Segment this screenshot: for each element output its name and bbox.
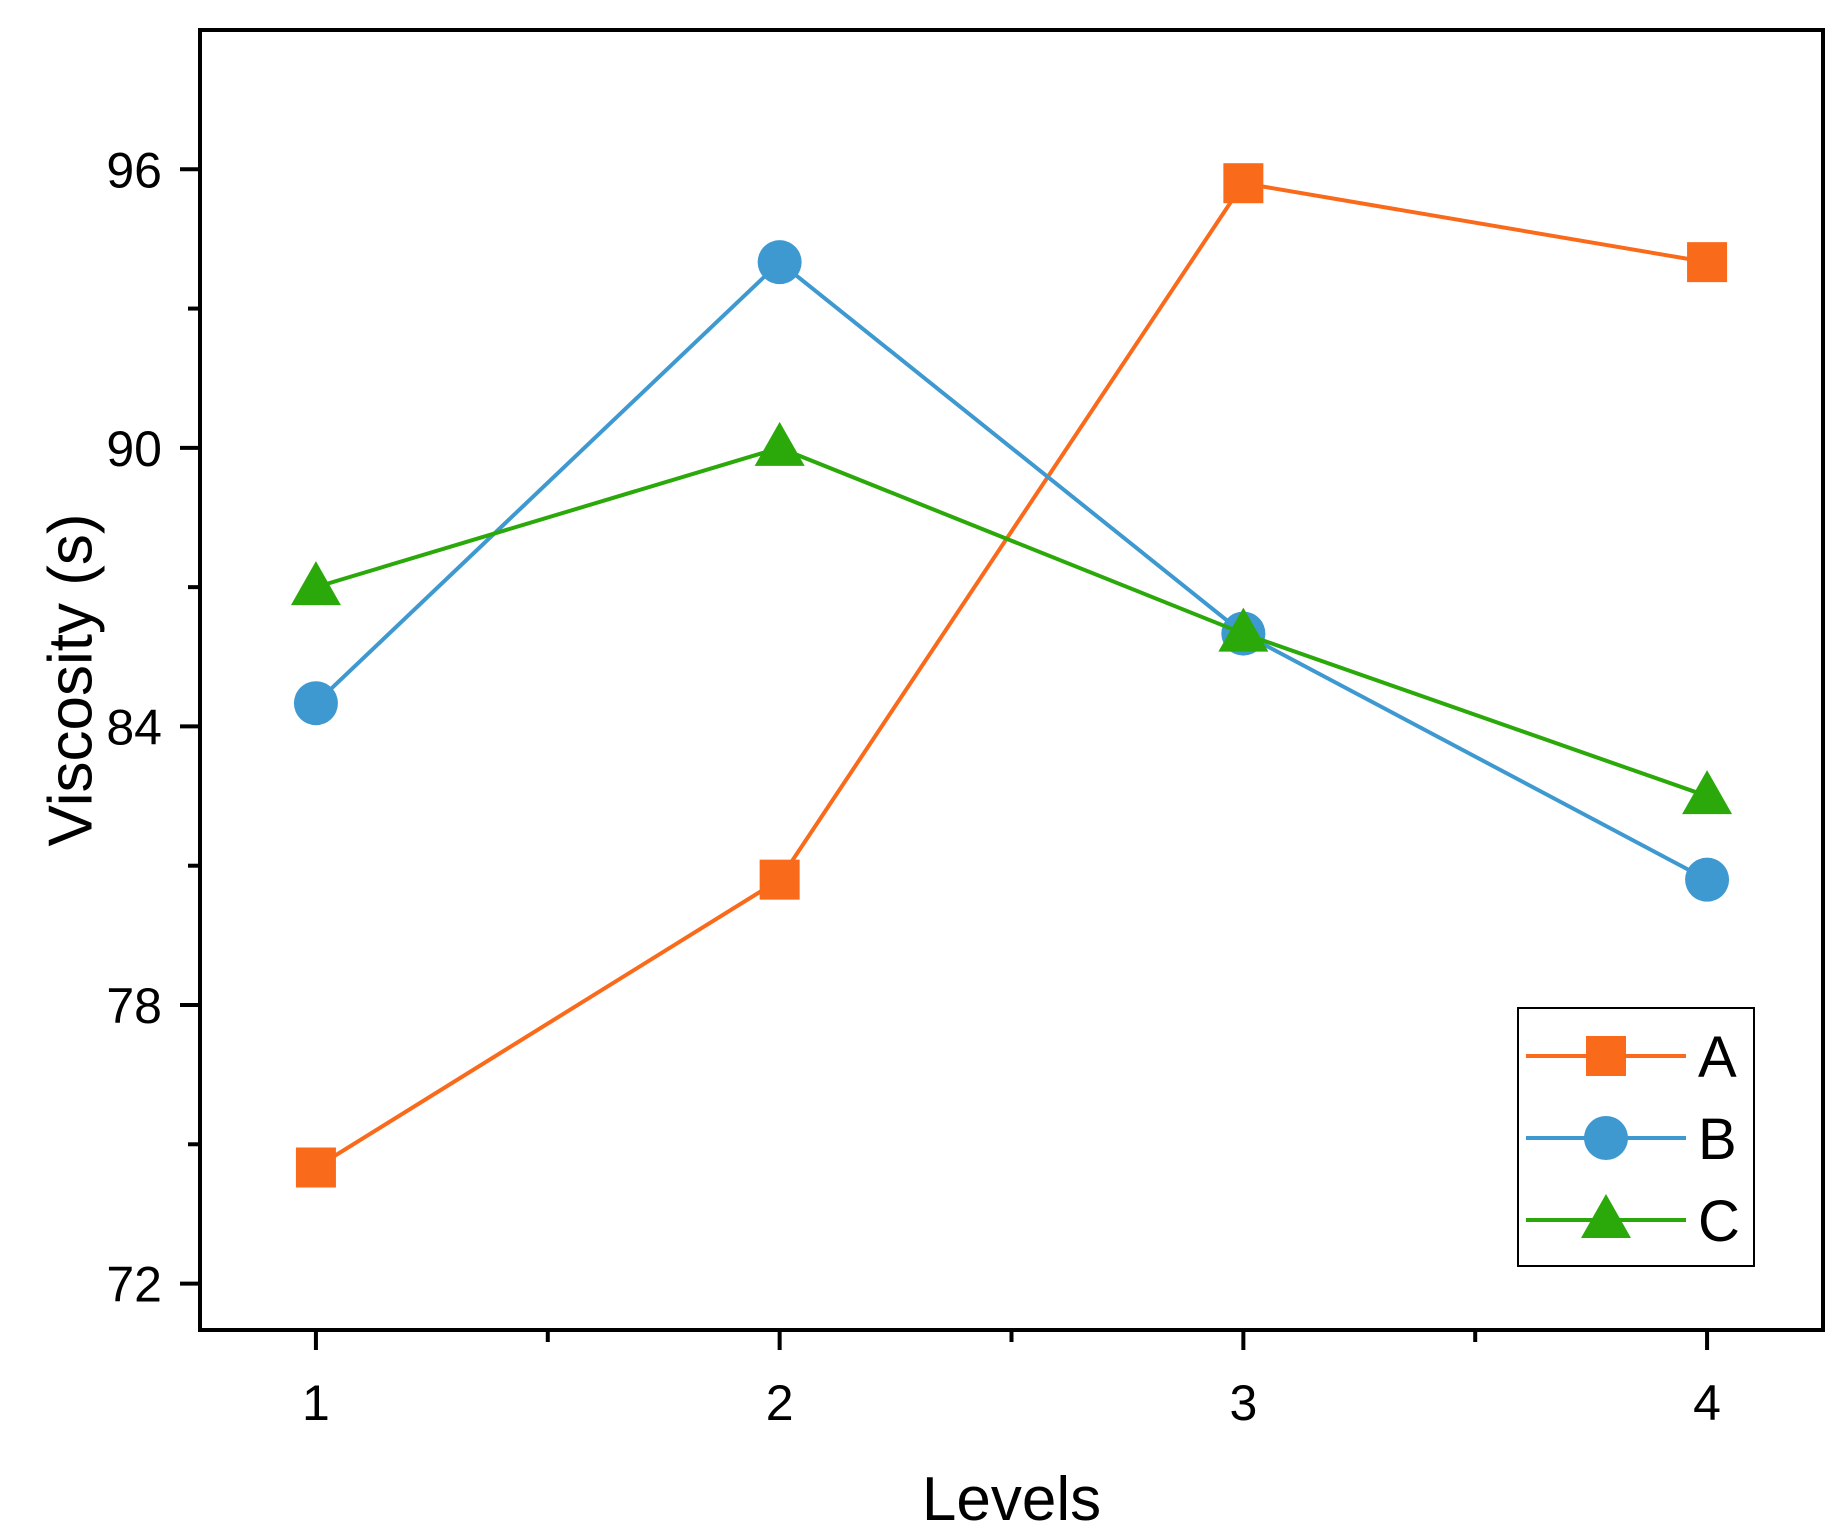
- data-point-C-3: [1218, 607, 1269, 652]
- data-point-B-4: [1685, 857, 1730, 902]
- data-point-C-1: [290, 561, 341, 606]
- legend-swatch-marker: [1581, 1194, 1631, 1238]
- series-layer: [290, 163, 1733, 1188]
- data-point-A-3: [1223, 163, 1264, 204]
- legend-swatch-marker: [1584, 1116, 1628, 1160]
- series-C: [290, 421, 1733, 815]
- plot-frame: [198, 28, 1825, 1332]
- data-point-A-2: [759, 859, 800, 900]
- x-tick-label: 1: [302, 1375, 330, 1431]
- legend-item-A: A: [1526, 1025, 1737, 1090]
- series-line-C: [315, 445, 1708, 798]
- legend-item-B: B: [1526, 1107, 1737, 1172]
- legend-label-B: B: [1698, 1107, 1737, 1172]
- data-point-B-2: [757, 240, 802, 285]
- legend-label-C: C: [1698, 1189, 1740, 1254]
- legend-label-A: A: [1698, 1025, 1737, 1090]
- series-line-B: [314, 260, 1709, 882]
- y-tick-label: 84: [106, 699, 162, 755]
- y-tick-label: 78: [106, 978, 162, 1034]
- x-tick-label: 4: [1693, 1375, 1721, 1431]
- series-line-A: [314, 181, 1708, 1170]
- y-axis-title: Viscosity (s): [37, 513, 106, 846]
- x-tick-label: 2: [766, 1375, 794, 1431]
- y-tick-label: 96: [106, 142, 162, 198]
- data-point-A-4: [1687, 242, 1728, 283]
- x-axis-title: Levels: [922, 1465, 1101, 1531]
- data-point-C-2: [754, 421, 805, 466]
- legend-swatch-marker: [1586, 1036, 1626, 1076]
- x-tick-label: 3: [1229, 1375, 1257, 1431]
- ticks-layer: 1 2 3 4 72 78 84 90 96: [106, 142, 1721, 1431]
- legend-items: ABC: [1526, 1025, 1740, 1254]
- legend: ABC: [1517, 1007, 1755, 1267]
- data-point-A-1: [295, 1147, 336, 1188]
- series-A: [295, 163, 1728, 1188]
- data-point-B-1: [293, 681, 338, 726]
- y-tick-label: 90: [106, 421, 162, 477]
- y-tick-label: 72: [106, 1257, 162, 1313]
- data-point-C-4: [1682, 770, 1733, 815]
- legend-item-C: C: [1526, 1189, 1740, 1254]
